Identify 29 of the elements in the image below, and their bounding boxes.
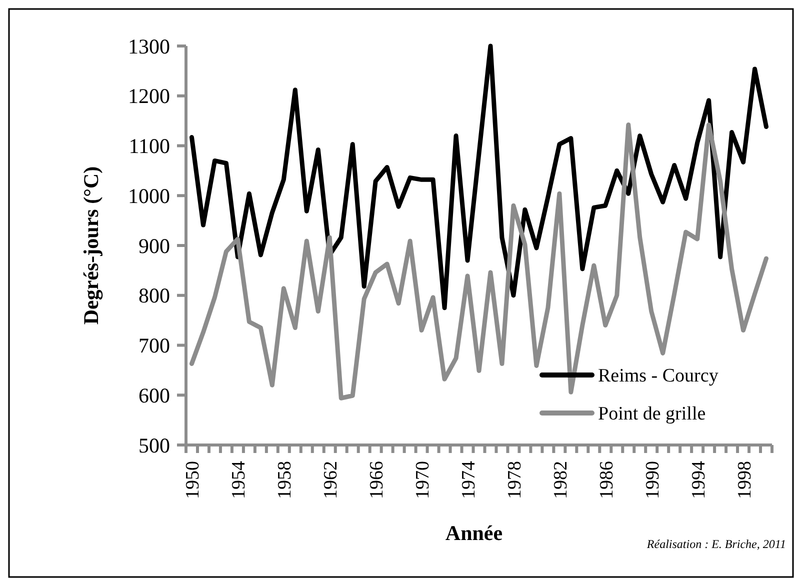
x-tick-label: 1950 — [182, 461, 204, 499]
y-axis-title: Degrés-jours (°C) — [79, 166, 103, 325]
x-tick-label: 1982 — [550, 461, 572, 499]
legend-label: Point de grille — [598, 404, 706, 425]
y-tick-label: 1300 — [128, 34, 170, 58]
x-tick-label: 1954 — [228, 460, 250, 499]
line-series — [189, 122, 769, 400]
y-tick-label: 1100 — [128, 134, 170, 158]
text: Réalisation : E. Briche, 2011 — [646, 537, 786, 551]
y-tick-label: 500 — [138, 433, 170, 458]
y-tick-label: 600 — [138, 383, 170, 408]
x-tick-label: 1990 — [642, 461, 664, 499]
x-tick-label: 1978 — [504, 461, 526, 499]
y-tick-label: 700 — [138, 334, 170, 358]
line-series — [189, 44, 769, 310]
y-tick-label: 900 — [138, 234, 170, 258]
legend-label: Reims - Courcy — [598, 366, 719, 387]
x-axis-title: Année — [445, 521, 503, 545]
x-tick-label: 1958 — [274, 461, 296, 499]
x-tick-label: 1986 — [596, 461, 618, 499]
x-tick-label: 1994 — [688, 460, 710, 499]
x-tick-label: 1974 — [458, 460, 480, 499]
x-tick-label: 1998 — [734, 461, 756, 499]
x-tick-label: 1962 — [320, 461, 342, 499]
x-tick-label: 1966 — [366, 461, 388, 499]
x-tick-label: 1970 — [412, 461, 434, 499]
y-tick-label: 1200 — [128, 84, 170, 108]
y-tick-label: 1000 — [128, 184, 170, 208]
y-tick-label: 800 — [138, 284, 170, 308]
